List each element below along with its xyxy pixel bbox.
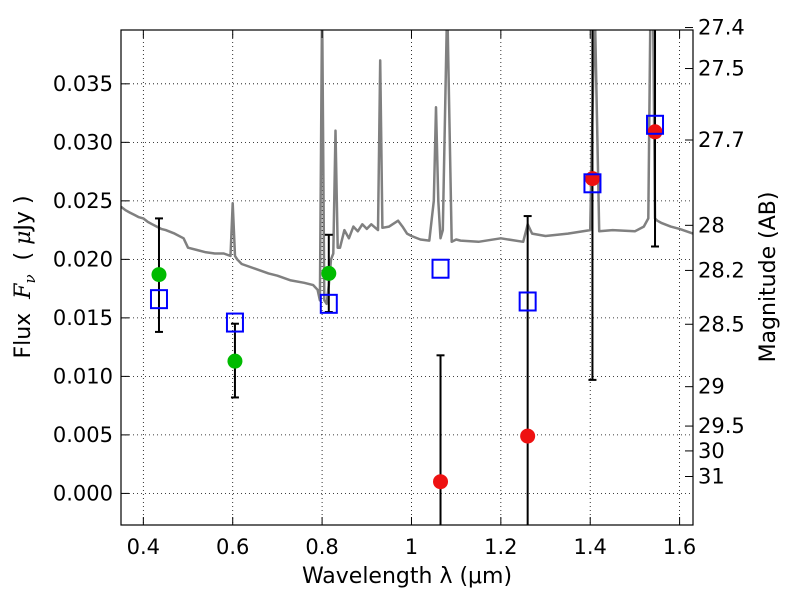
y-tick-label: 0.015 <box>53 306 113 330</box>
magnitude-tick-label: 28 <box>698 213 725 237</box>
y-tick-label: 0.025 <box>53 189 113 213</box>
model-square <box>149 289 168 310</box>
y-axis-label-symbol: F <box>11 283 36 300</box>
y-axis-label-unit: Jy ) <box>11 195 36 232</box>
plot-background <box>121 30 693 525</box>
error-bar <box>588 30 597 381</box>
green-point <box>321 265 337 281</box>
plot-frame <box>120 29 694 526</box>
magnitude-tick-label: 31 <box>698 464 725 488</box>
model-square <box>225 312 244 333</box>
magnitude-tick-label: 28.2 <box>698 258 745 282</box>
y-axis-label-subscript: ν <box>21 274 39 283</box>
model-square <box>518 291 537 312</box>
magnitude-tick-label: 28.5 <box>698 312 745 336</box>
y-axis-label-post: ( <box>11 245 36 275</box>
x-tick-label: 1.2 <box>484 535 517 559</box>
y-axis-ticks: 0.000 0.005 0.010 0.015 0.020 0.025 0.030 0.035 <box>53 72 129 505</box>
x-axis-ticks: 0.4 0.6 0.8 1 1.2 1.4 1.6 <box>127 30 696 559</box>
x-tick-label: 0.6 <box>216 535 249 559</box>
magnitude-tick-label: 29.5 <box>698 414 745 438</box>
x-tick-label: 1.4 <box>574 535 607 559</box>
model-square <box>319 293 338 314</box>
magnitude-axis-label: Magnitude (AB) <box>756 192 781 363</box>
y-tick-label: 0.020 <box>53 247 113 271</box>
magnitude-tick-label: 27.4 <box>698 16 745 40</box>
error-bar <box>523 215 532 525</box>
y-tick-label: 0.005 <box>53 423 113 447</box>
y-tick-label: 0.035 <box>53 72 113 96</box>
error-bar <box>436 354 445 525</box>
model-square <box>646 114 665 135</box>
y-tick-label: 0.000 <box>53 481 113 505</box>
magnitude-tick-label: 30 <box>698 439 725 463</box>
spectrum-line <box>121 30 693 306</box>
x-axis-label: Wavelength λ (μm) <box>302 564 512 589</box>
green-point <box>227 353 243 369</box>
red-point <box>520 428 536 444</box>
x-tick-label: 1 <box>405 535 418 559</box>
x-tick-label: 0.4 <box>127 535 160 559</box>
model-square <box>431 258 450 279</box>
x-tick-label: 0.8 <box>305 535 338 559</box>
y-axis-label: Flux Fν ( μJy ) <box>11 195 39 358</box>
magnitude-tick-label: 27.7 <box>698 128 745 152</box>
error-bar <box>651 30 660 248</box>
green-point <box>151 267 167 283</box>
magnitude-tick-label: 29 <box>698 375 725 399</box>
y-tick-label: 0.030 <box>53 130 113 154</box>
y-axis-label-mu: μ <box>11 231 36 245</box>
magnitude-tick-label: 27.5 <box>698 57 745 81</box>
red-point <box>433 474 449 490</box>
model-square <box>583 173 602 194</box>
y-tick-label: 0.010 <box>53 364 113 388</box>
x-tick-label: 1.6 <box>663 535 696 559</box>
y-axis-label-pre: Flux <box>11 299 36 359</box>
red-point <box>647 124 663 140</box>
plot-content <box>121 30 693 525</box>
